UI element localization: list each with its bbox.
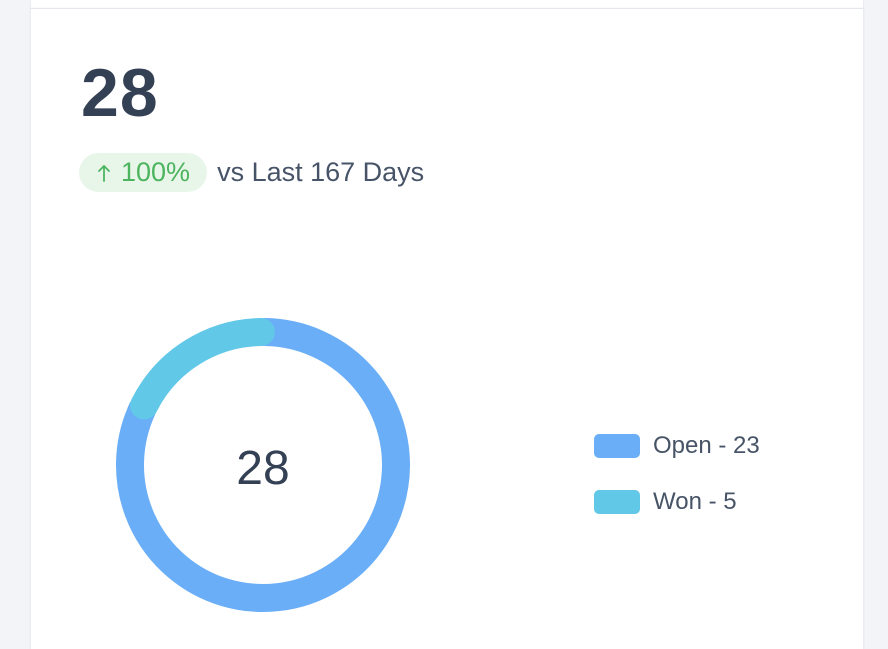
- trend-percent: 100%: [121, 157, 191, 187]
- legend-item-open[interactable]: Open - 23: [594, 429, 760, 463]
- donut-center-total: 28: [236, 442, 290, 495]
- donut-chart: [116, 318, 410, 612]
- legend-swatch-open: [594, 434, 640, 458]
- donut-slice-open[interactable]: [116, 318, 410, 612]
- trend-badge: 100%: [79, 153, 208, 192]
- arrow-up-icon: [98, 164, 110, 182]
- legend-item-won[interactable]: Won - 5: [594, 485, 760, 519]
- donut-slice-won[interactable]: [130, 318, 275, 420]
- comparison-label: vs Last 167 Days: [217, 157, 425, 187]
- chart-legend: Open - 23 Won - 5: [594, 429, 760, 541]
- legend-label-won: Won - 5: [653, 488, 737, 515]
- trend-row: 100% vs Last 167 Days: [79, 153, 424, 192]
- card-top-edge: [30, 0, 864, 8]
- metric-value: 28: [81, 55, 159, 131]
- metric-card: 28 100% vs Last 167 Days 28 Open - 23 Wo…: [30, 8, 864, 649]
- legend-swatch-won: [594, 490, 640, 514]
- legend-label-open: Open - 23: [653, 432, 760, 459]
